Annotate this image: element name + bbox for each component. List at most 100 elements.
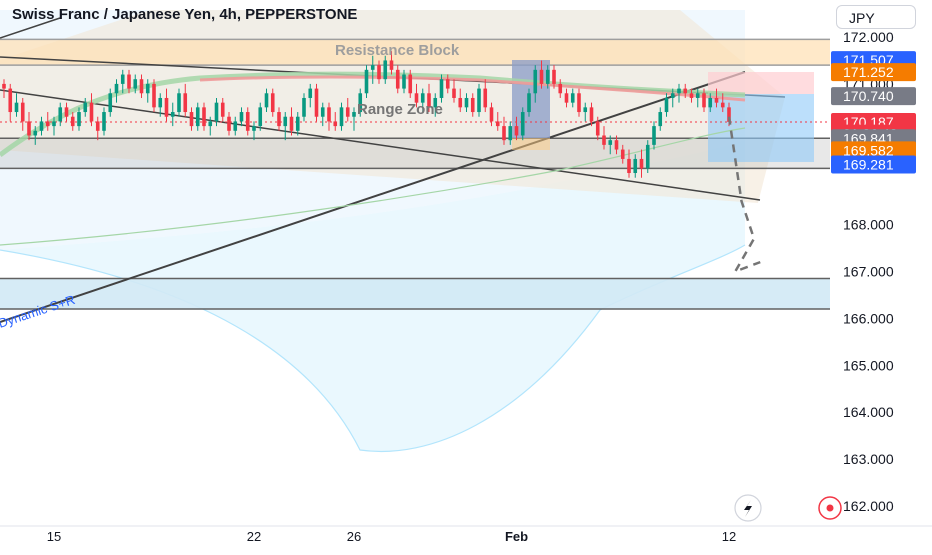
currency-selector[interactable]: JPY — [836, 5, 916, 29]
candle-body — [527, 93, 531, 113]
candle-body — [189, 112, 194, 127]
candle-body — [564, 93, 569, 103]
chart-title: Swiss Franc / Japanese Yen, 4h, PEPPERST… — [12, 6, 358, 23]
candle — [52, 116, 56, 136]
candle-body — [227, 116, 231, 131]
resistance-block — [0, 39, 830, 66]
candle — [252, 121, 256, 141]
candle-body — [64, 107, 69, 117]
candle — [383, 55, 388, 84]
candle — [77, 107, 81, 131]
candle — [433, 93, 438, 117]
price-label: 169.281 — [831, 155, 916, 174]
candle — [120, 69, 125, 94]
candle — [695, 88, 700, 108]
candle — [302, 93, 306, 122]
candle-body — [183, 93, 188, 113]
candle-body — [595, 121, 600, 136]
top-left-line — [0, 17, 61, 39]
candle — [445, 74, 450, 94]
candle-body — [39, 121, 44, 131]
candle-body — [339, 107, 344, 127]
resistance-block-label: Resistance Block — [335, 42, 460, 59]
candle — [139, 74, 144, 98]
candle — [420, 88, 425, 113]
candle-body — [114, 83, 119, 94]
candle-body — [2, 83, 6, 89]
target-box — [708, 94, 814, 162]
candle-body — [308, 88, 313, 98]
candle — [658, 107, 663, 131]
y-tick-label: 164.000 — [843, 404, 894, 420]
candle — [114, 79, 119, 103]
candle — [614, 135, 619, 155]
price-label: 169.582 — [831, 141, 916, 160]
candle-body — [452, 88, 456, 98]
candle — [45, 112, 50, 131]
candle-body — [645, 144, 650, 169]
candle — [589, 102, 594, 127]
candle-body — [195, 107, 200, 127]
candle-body — [545, 69, 550, 84]
range-zone-band — [0, 138, 830, 169]
candle-body — [389, 60, 394, 70]
candle — [720, 93, 725, 113]
candle — [670, 88, 675, 108]
candle-body — [220, 102, 225, 117]
price-label-bg — [831, 63, 916, 82]
price-label: 170.740 — [831, 87, 916, 106]
candle-body — [70, 116, 75, 127]
candle-body — [14, 102, 19, 113]
moving-average-slow — [0, 127, 746, 246]
candle-body — [627, 158, 631, 174]
candle — [189, 107, 194, 131]
candle-body — [127, 74, 131, 89]
candle — [370, 55, 375, 84]
candle — [164, 88, 169, 122]
candle-body — [445, 79, 450, 89]
candle — [583, 102, 588, 122]
candle-body — [433, 97, 438, 108]
candle — [358, 88, 363, 117]
lightning-icon — [734, 494, 762, 522]
projection-path — [727, 116, 761, 274]
candle — [352, 107, 356, 131]
y-tick-label: 162.000 — [843, 498, 894, 514]
candle-body — [608, 140, 613, 145]
moving-average-red — [199, 75, 746, 102]
candle — [470, 93, 475, 117]
candle — [545, 65, 550, 89]
candle-body — [570, 93, 575, 103]
candle — [2, 79, 6, 98]
candle-body — [27, 121, 31, 136]
candle — [270, 88, 275, 117]
candle-body — [502, 126, 506, 141]
candle — [345, 97, 350, 122]
candle-body — [370, 65, 375, 70]
candle-body — [620, 149, 625, 159]
candle — [70, 112, 75, 131]
candle-body — [77, 112, 81, 127]
candle — [652, 121, 656, 150]
candle-body — [408, 74, 413, 94]
candle — [145, 79, 150, 103]
candle — [308, 83, 313, 108]
candle — [95, 116, 100, 141]
candle — [608, 135, 613, 155]
candle-body — [377, 65, 381, 80]
candle — [402, 69, 406, 94]
candle-body — [720, 102, 725, 108]
position-box-blue — [512, 60, 550, 138]
candle-body — [120, 74, 125, 84]
y-tick-label: 165.000 — [843, 357, 894, 373]
candle — [564, 88, 569, 108]
candle-body — [514, 126, 519, 136]
candle — [27, 112, 31, 141]
candle-body — [283, 116, 288, 127]
candle — [502, 116, 506, 145]
candle — [627, 149, 631, 178]
candle-body — [252, 126, 256, 131]
candle-body — [102, 112, 106, 131]
candle-body — [289, 116, 294, 131]
candle-body — [658, 112, 663, 127]
